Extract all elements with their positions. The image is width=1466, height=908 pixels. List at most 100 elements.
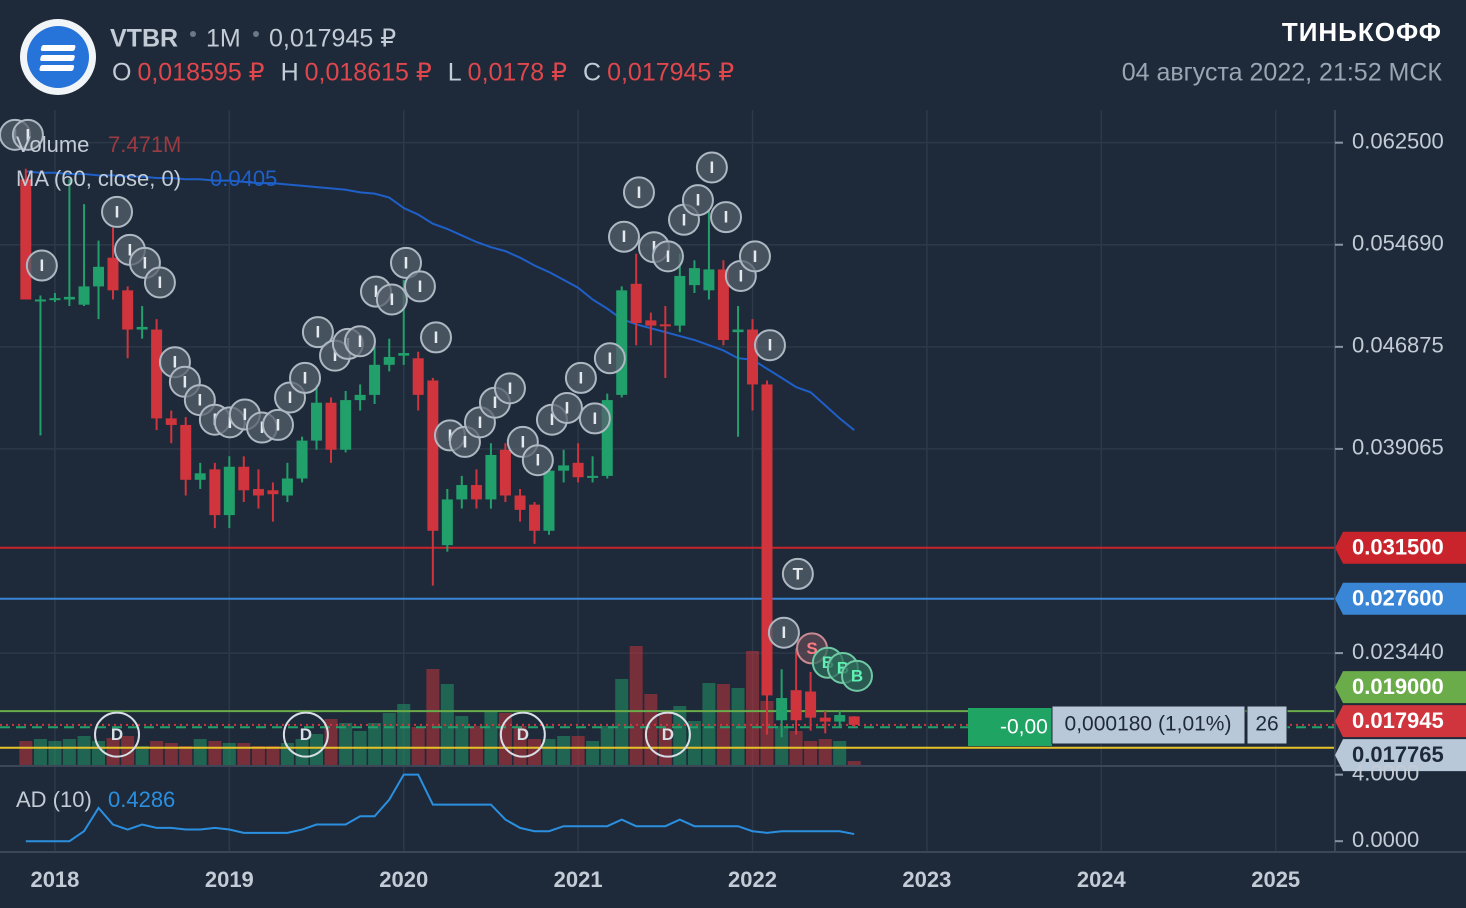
event-label: I [197,391,202,410]
event-label: I [333,346,338,365]
event-marker[interactable]: D [94,711,141,758]
volume-bar [339,723,353,766]
event-marker[interactable]: I [11,118,44,151]
legend-value: 0.0405 [210,166,277,191]
symbol[interactable]: VTBR [110,25,178,53]
candle-body [296,440,308,479]
event-label: I [115,202,120,221]
event-circle [301,316,334,349]
candle-body [223,466,235,516]
candle-body [49,298,61,301]
volume-bar [179,746,193,766]
price-label: 0.017945 [1352,708,1444,733]
event-circle [681,184,714,217]
event-label: I [303,368,308,387]
order-widget[interactable]: -0,00 0,000180 (1,01%) 26 [968,705,1288,746]
ohlc-value: 0,017945 ₽ [607,59,734,87]
candle-body [281,478,293,496]
event-circle [695,151,728,184]
event-marker[interactable]: T [781,557,814,590]
event-marker[interactable]: I [550,391,583,424]
event-marker[interactable]: I [493,372,526,405]
event-label: I [288,388,293,407]
candle-body [819,717,831,722]
event-marker[interactable]: I [578,402,611,435]
event-marker[interactable]: D [499,711,546,758]
event-circle [607,220,640,253]
volume-bar [208,741,222,766]
event-marker[interactable]: I [710,201,743,234]
event-marker[interactable]: D [282,711,329,758]
volume-bar [121,736,135,766]
volume-bar [615,679,629,766]
interval[interactable]: 1M [206,25,241,53]
candle-body [805,691,817,718]
event-label: I [710,158,715,177]
event-marker[interactable]: I [651,240,684,273]
event-circle [753,329,786,362]
candle-body [427,380,439,531]
event-marker[interactable]: I [564,361,597,394]
event-marker[interactable]: I [101,195,134,228]
event-marker[interactable]: I [261,408,294,441]
event-label: I [260,418,265,437]
event-marker[interactable]: I [289,361,322,394]
event-circle [564,361,597,394]
event-label: I [26,125,31,144]
event-label: I [358,332,363,351]
event-marker[interactable]: I [695,151,728,184]
volume-bar [222,743,236,766]
candle-body [63,296,75,300]
volume-bar [746,651,760,766]
event-label: D [111,725,123,744]
event-marker[interactable]: I [593,342,626,375]
volume-bar [150,741,164,766]
brand: ТИНЬКОФФ [1282,17,1442,47]
event-marker[interactable]: I [767,616,800,649]
event-marker[interactable]: D [644,711,691,758]
volume-bar [48,741,62,766]
event-marker[interactable]: I [607,220,640,253]
volume-bar [440,684,454,766]
event-label: I [592,409,597,428]
event-marker[interactable]: I [753,329,786,362]
event-label: D [662,725,674,744]
event-marker[interactable]: I [738,240,771,273]
price-label: 0.031500 [1352,535,1444,560]
event-marker[interactable]: I [403,270,436,303]
qty-box [1246,705,1288,745]
event-circle [389,246,422,279]
volume-bar [310,734,324,766]
candle-body [747,329,759,385]
price-label: 0.027600 [1352,586,1444,611]
candle-body [601,400,613,476]
event-marker[interactable]: B [840,659,873,692]
volume-bar [62,739,76,766]
event-marker[interactable]: I [681,184,714,217]
event-marker[interactable]: I [622,176,655,209]
candle-body [136,326,148,330]
event-label: I [696,191,701,210]
volume-bar [33,739,47,766]
event-marker[interactable]: I [343,325,376,358]
event-marker[interactable]: I [389,246,422,279]
candle-body [151,329,163,419]
volume-bar [716,684,730,766]
event-marker[interactable]: I [143,266,176,299]
price-label-box [1335,671,1466,704]
event-marker[interactable]: I [301,316,334,349]
event-label: I [128,240,133,259]
event-marker[interactable]: I [419,321,452,354]
event-marker[interactable]: I [25,249,58,282]
event-marker[interactable]: I [375,283,408,316]
volume-bar [266,746,280,766]
event-label: I [622,227,627,246]
candle-body [834,715,846,722]
candle-body [630,283,642,324]
candle-body [717,269,729,340]
volume-bar [193,739,207,766]
event-circle [593,342,626,375]
candle-body [470,485,482,500]
event-marker[interactable]: I [521,444,554,477]
event-circle [840,659,873,692]
